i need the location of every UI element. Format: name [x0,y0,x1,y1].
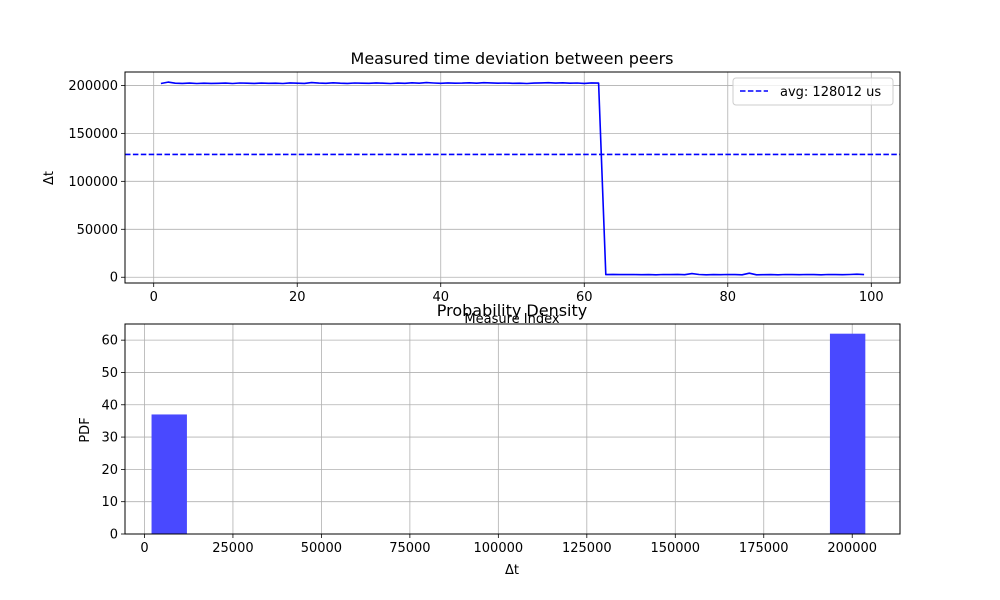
histogram-y-tick-label: 40 [101,398,118,413]
line-chart-y-axis-label: Δt [42,171,57,185]
histogram-x-ticks: 0 25000 50000 75000 100000 125000 150000 175000… [140,534,877,556]
line-chart-x-tick-label: 20 [289,290,306,305]
line-chart: 0 20 40 60 80 100 0 50000 100000 150000 200000 Me… [42,49,901,327]
line-chart-y-tick-label: 200000 [68,79,118,94]
histogram-x-tick-label: 100000 [474,541,524,556]
line-chart-plot-area [125,81,900,276]
line-chart-x-axis-label: Measure Index [464,312,559,327]
histogram-x-tick-label: 0 [140,541,148,556]
line-chart-y-tick-label: 100000 [68,175,118,190]
histogram-x-tick-label: 125000 [562,541,612,556]
histogram-y-tick-label: 10 [101,495,118,510]
histogram-x-axis-label: Δt [505,563,519,578]
histogram-chart: 0 25000 50000 75000 100000 125000 150000 175000… [78,301,901,578]
histogram-x-tick-label: 50000 [301,541,342,556]
histogram-x-tick-label: 200000 [827,541,877,556]
histogram-bar [151,414,187,534]
line-chart-y-tick-label: 50000 [77,223,118,238]
line-chart-y-ticks: 0 50000 100000 150000 200000 [68,79,125,286]
histogram-y-tick-label: 30 [101,431,118,446]
histogram-x-tick-label: 25000 [212,541,253,556]
histogram-x-tick-label: 75000 [389,541,430,556]
line-chart-x-ticks: 0 20 40 60 80 100 [150,283,884,305]
histogram-y-tick-label: 50 [101,366,118,381]
line-chart-y-tick-label: 150000 [68,127,118,142]
histogram-y-tick-label: 0 [110,528,118,543]
histogram-y-ticks: 0 10 20 30 40 50 60 [101,334,125,543]
histogram-y-tick-label: 60 [101,334,118,349]
line-chart-title: Measured time deviation between peers [351,49,674,68]
histogram-x-tick-label: 175000 [739,541,789,556]
line-chart-x-tick-label: 40 [432,290,449,305]
line-chart-y-tick-label: 0 [110,271,118,286]
line-chart-x-tick-label: 100 [859,290,884,305]
histogram-y-axis-label: PDF [78,417,93,442]
histogram-frame [124,323,901,535]
histogram-x-tick-label: 150000 [650,541,700,556]
histogram-bars [151,333,866,534]
histogram-title: Probability Density [437,301,588,320]
line-chart-legend: avg: 128012 us [732,77,894,106]
histogram-y-tick-label: 20 [101,463,118,478]
line-chart-frame [124,71,901,284]
line-chart-x-tick-label: 0 [150,290,158,305]
legend-avg-label: avg: 128012 us [780,85,881,100]
line-chart-x-tick-label: 80 [720,290,737,305]
legend-box [732,77,894,106]
line-chart-x-tick-label: 60 [576,290,593,305]
histogram-bar [829,333,866,534]
deviation-series-line [160,81,865,276]
